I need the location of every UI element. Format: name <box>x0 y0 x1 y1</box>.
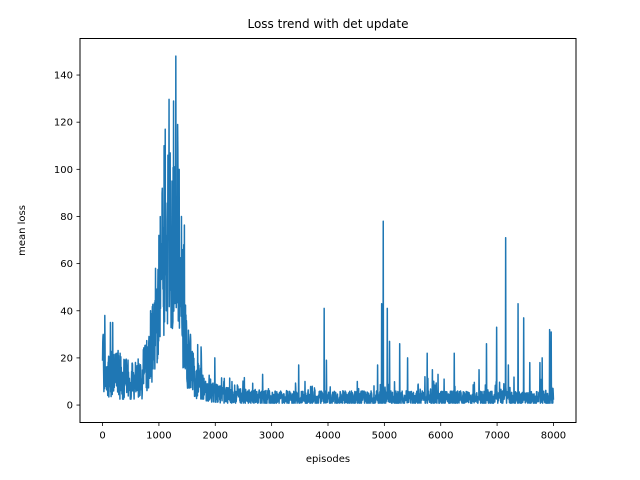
series-layer <box>101 55 555 404</box>
y-tick-label: 80 <box>60 212 73 223</box>
y-tick-label: 100 <box>54 165 73 176</box>
x-tick-label: 5000 <box>372 431 397 442</box>
chart-title: Loss trend with det update <box>247 17 408 31</box>
x-axis-ticks: 0 1000 2000 3000 4000 5000 6000 7000 8000 <box>99 422 566 442</box>
loss-series-line <box>101 55 555 404</box>
x-tick-label: 7000 <box>484 431 509 442</box>
y-tick-label: 20 <box>60 353 73 364</box>
y-tick-label: 40 <box>60 306 73 317</box>
x-tick-label: 1000 <box>146 431 171 442</box>
x-tick-label: 2000 <box>203 431 228 442</box>
x-tick-label: 6000 <box>428 431 453 442</box>
y-tick-label: 0 <box>67 401 73 412</box>
x-tick-label: 3000 <box>259 431 284 442</box>
y-axis-ticks: 0 20 40 60 80 100 120 140 <box>54 71 80 412</box>
x-tick-label: 8000 <box>541 431 566 442</box>
y-tick-label: 140 <box>54 71 73 82</box>
x-axis-label: episodes <box>306 454 350 465</box>
x-tick-label: 4000 <box>315 431 340 442</box>
y-tick-label: 120 <box>54 118 73 129</box>
y-axis-label: mean loss <box>17 205 28 256</box>
y-tick-label: 60 <box>60 259 73 270</box>
x-tick-label: 0 <box>99 431 105 442</box>
